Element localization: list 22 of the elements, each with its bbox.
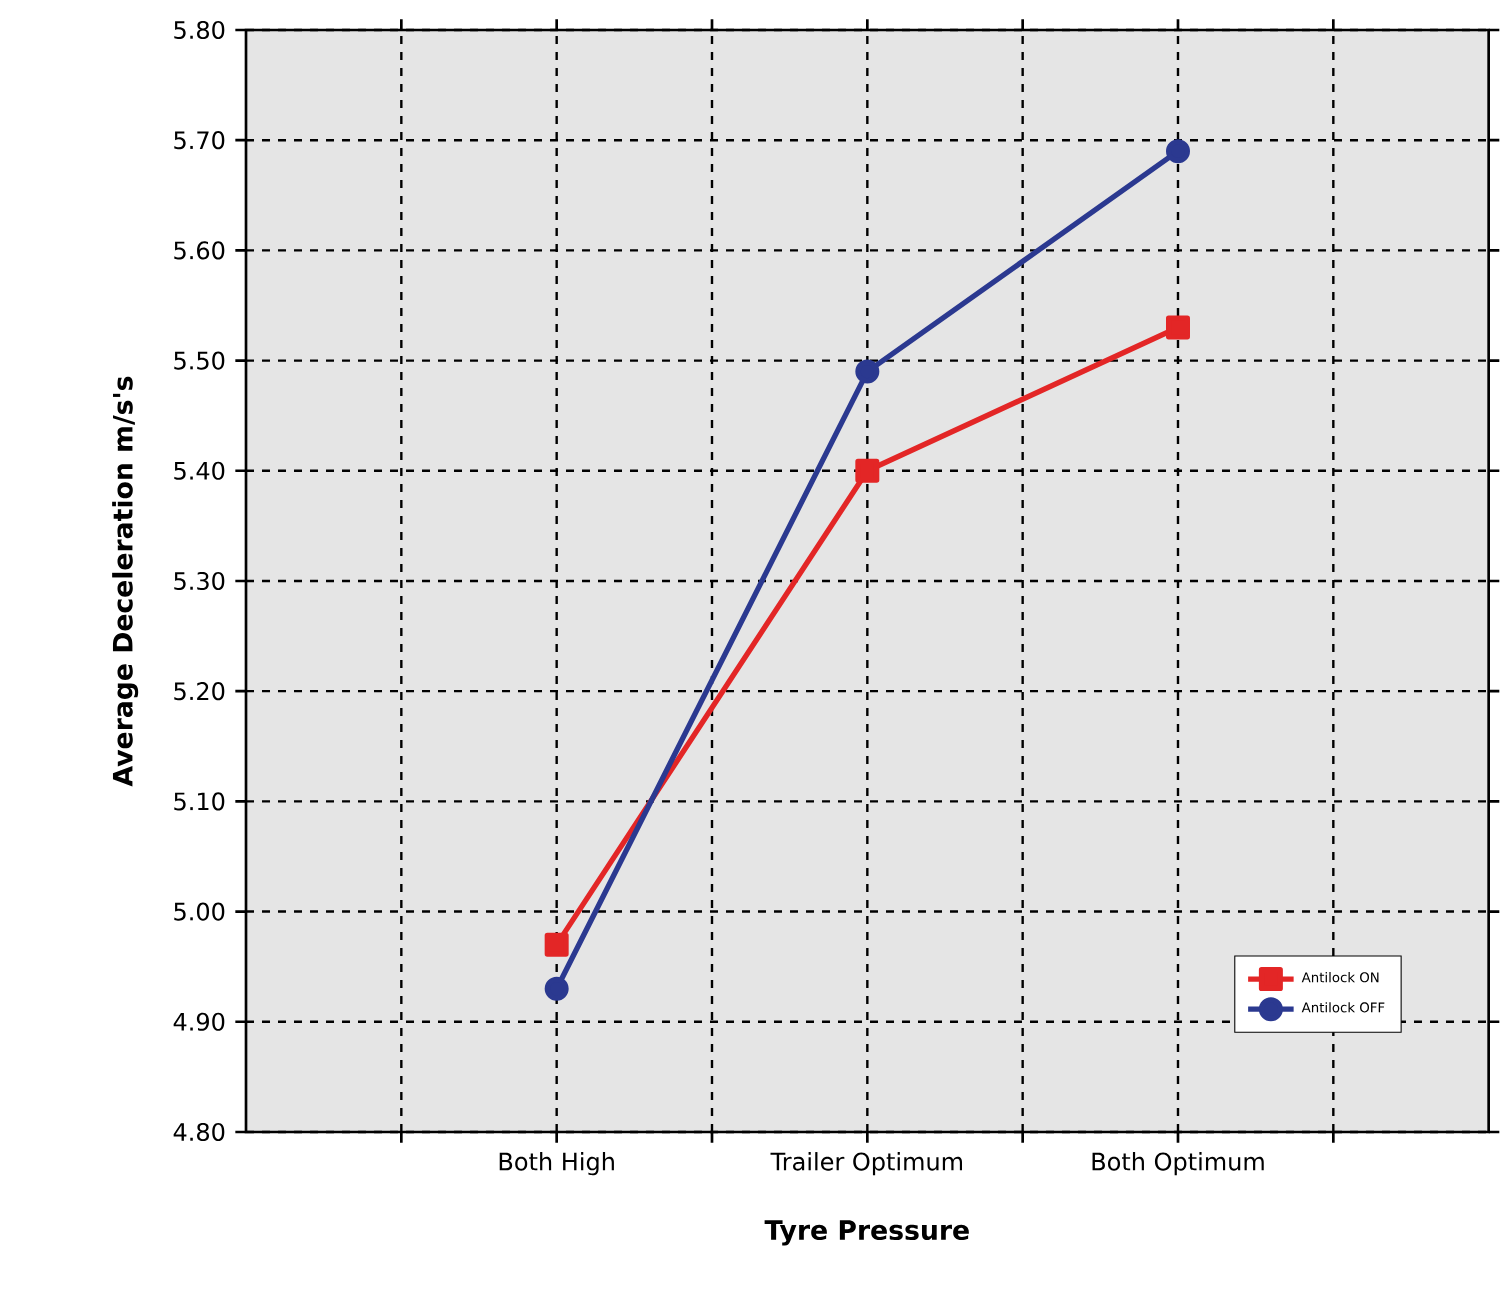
y-tick-label: 5.60 xyxy=(174,241,225,260)
y-tick-label: 5.10 xyxy=(174,792,225,811)
x-tick-label: Both High xyxy=(499,1152,614,1176)
y-tick-label: 5.80 xyxy=(174,20,225,40)
y-tick-label: 4.90 xyxy=(173,1012,225,1031)
y-tick-label: 5.20 xyxy=(174,682,225,701)
x-tick-label: Both Optimum xyxy=(1092,1152,1264,1176)
point xyxy=(544,976,569,1001)
y-tick-label: 5.00 xyxy=(174,902,225,921)
point xyxy=(544,932,569,957)
y-tick-label: 5.30 xyxy=(174,571,225,591)
y-tick-label: 5.40 xyxy=(174,461,225,480)
y-tick-label: 5.70 xyxy=(174,131,225,150)
point xyxy=(1165,139,1190,164)
point xyxy=(855,359,880,384)
x-axis-title: Tyre Pressure xyxy=(764,1220,969,1246)
point xyxy=(855,458,880,483)
y-tick-label: 4.80 xyxy=(173,1122,225,1142)
point xyxy=(1165,315,1190,340)
y-tick-label: 5.50 xyxy=(174,351,225,370)
x-tick-label: Trailer Optimum xyxy=(770,1152,963,1176)
y-axis-title: Average Deceleration m/s's xyxy=(112,376,139,787)
